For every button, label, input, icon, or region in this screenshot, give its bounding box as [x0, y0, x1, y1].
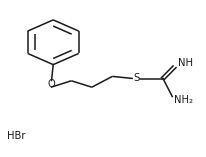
Text: NH₂: NH₂	[174, 95, 193, 105]
Text: S: S	[133, 73, 140, 84]
Text: O: O	[47, 79, 55, 89]
Text: HBr: HBr	[7, 131, 26, 141]
Text: NH: NH	[178, 58, 193, 68]
